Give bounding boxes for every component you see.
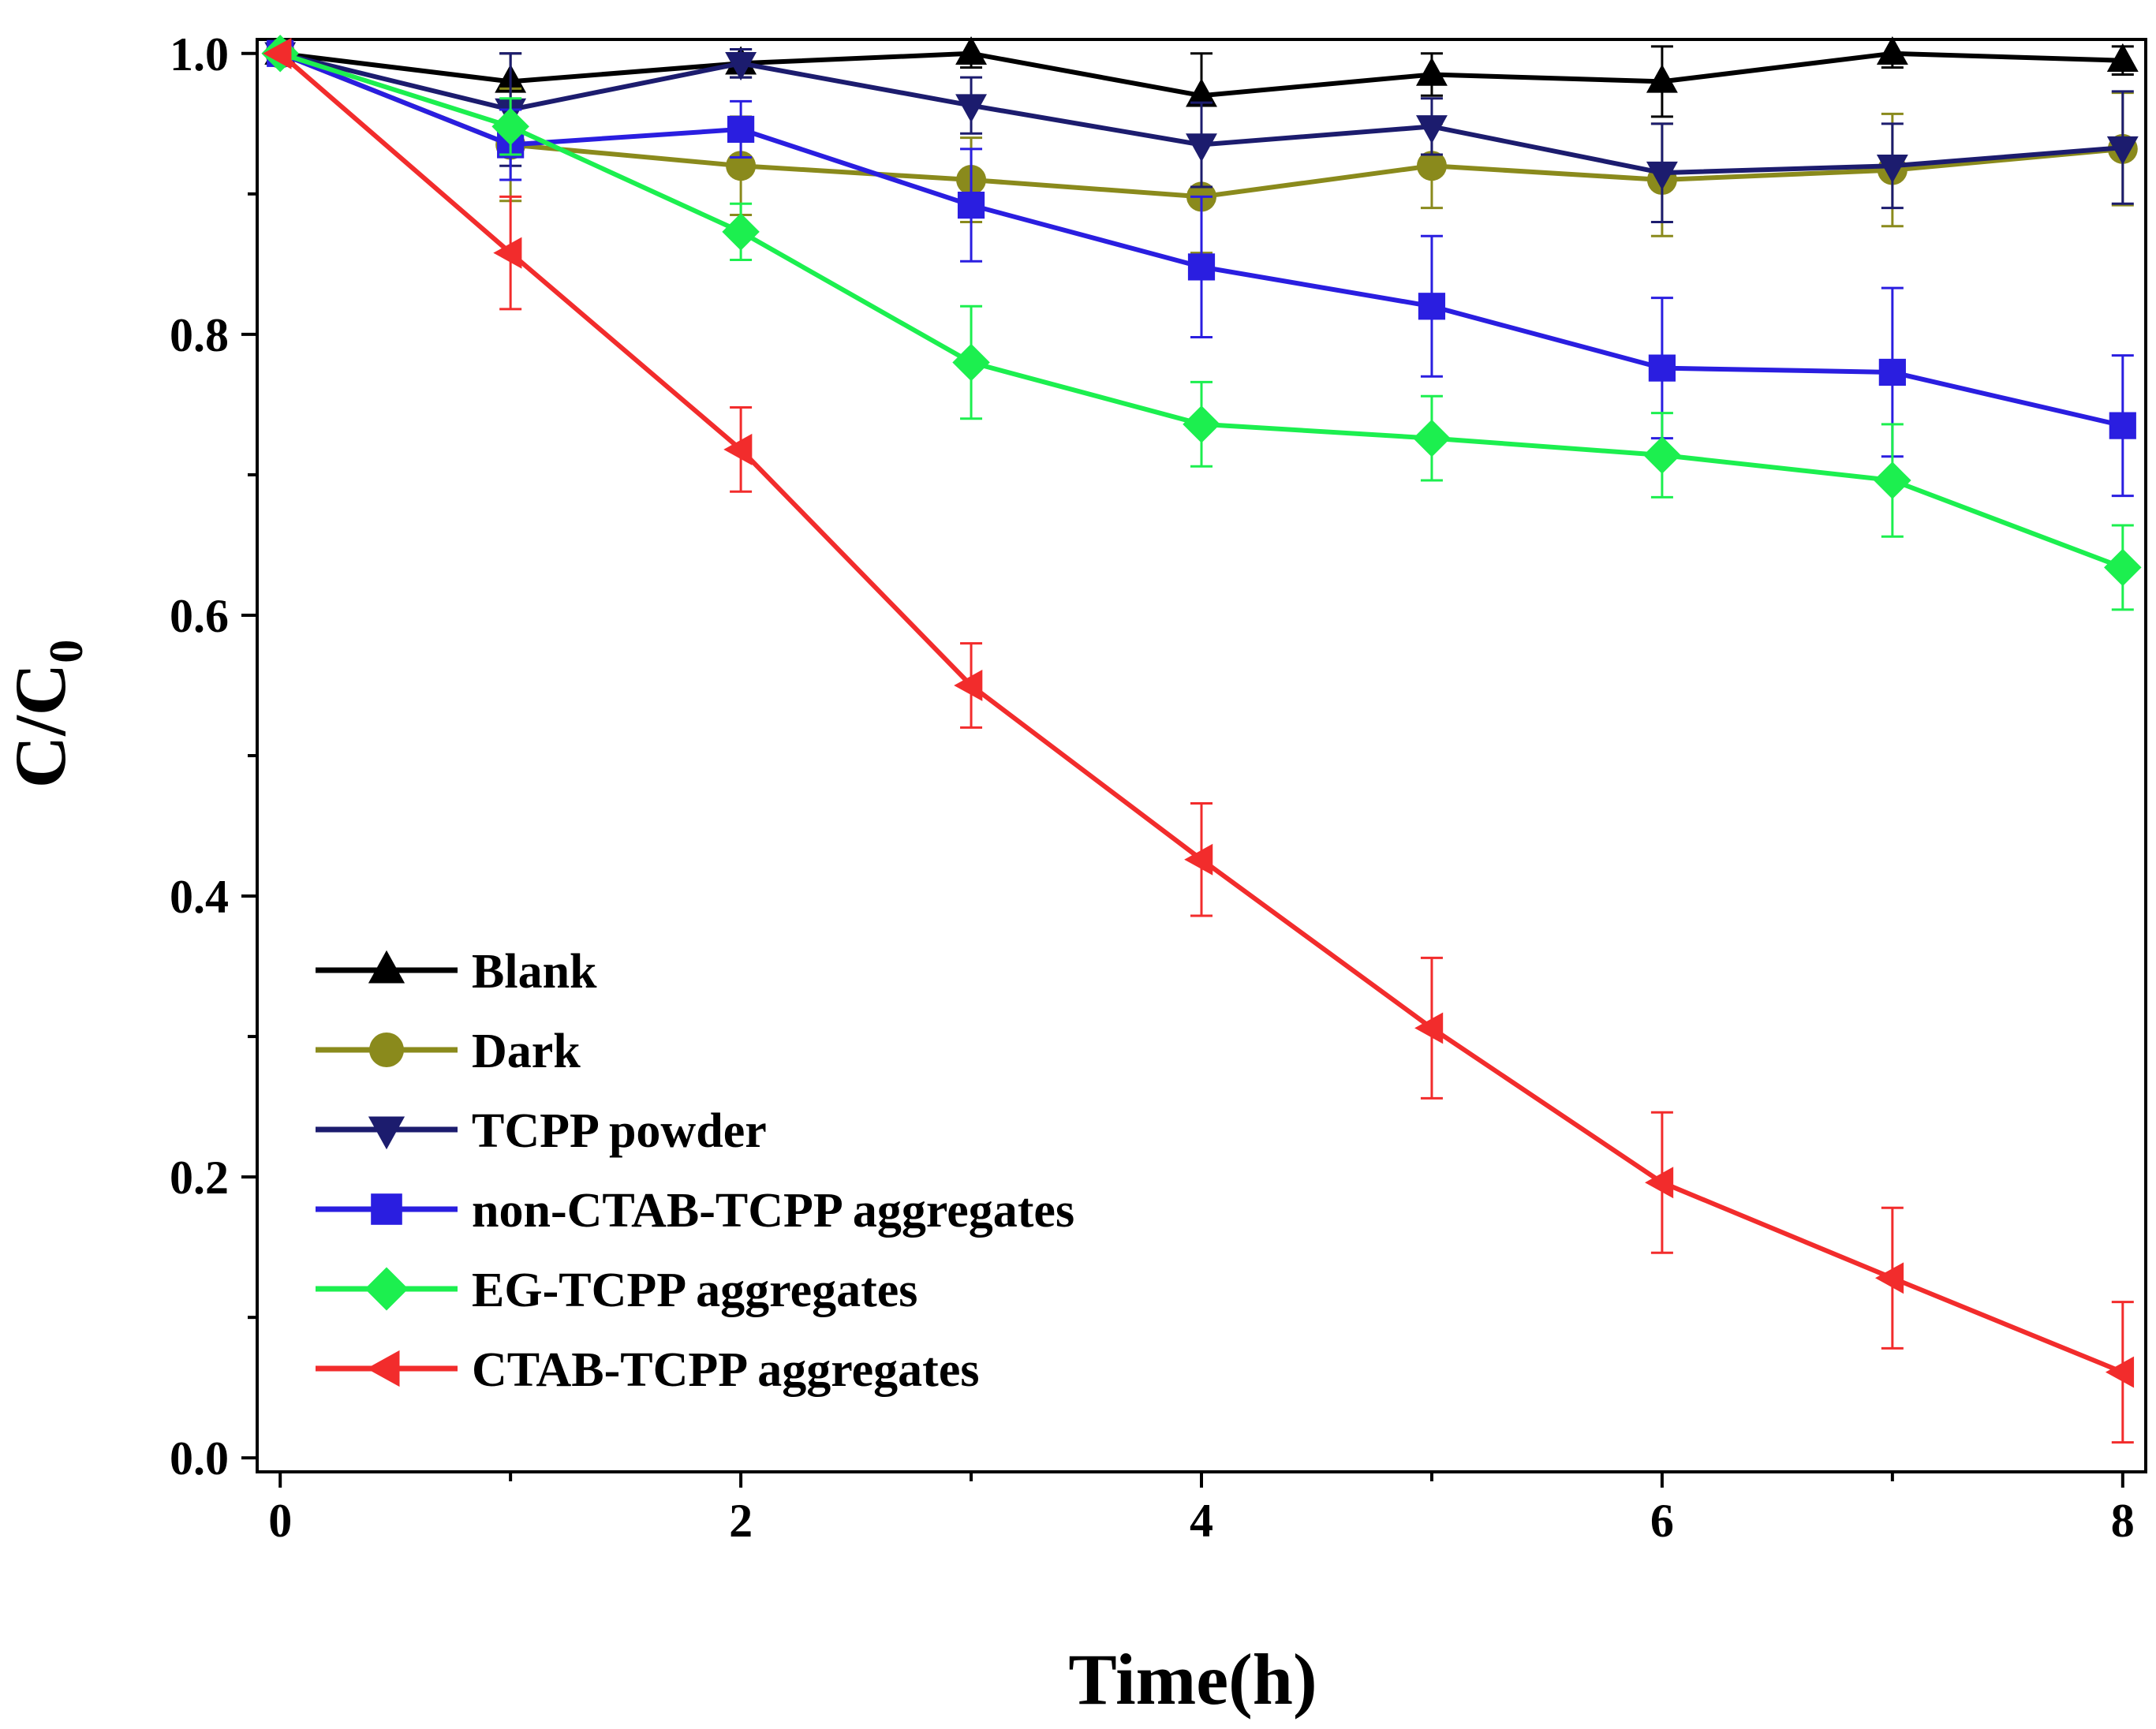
data-point: [1878, 358, 1906, 387]
data-point: [2105, 1356, 2135, 1388]
data-point: [1183, 405, 1220, 443]
data-point: [491, 107, 529, 146]
data-point: [493, 237, 522, 269]
y-tick-label: 0.8: [170, 309, 229, 361]
data-point: [1648, 354, 1676, 382]
data-point: [1413, 419, 1451, 457]
data-point: [952, 343, 990, 382]
series-ctab-tcpp-aggregates: [263, 37, 2135, 1444]
data-point: [1187, 253, 1216, 281]
legend-marker: [364, 1267, 409, 1311]
legend-item: TCPP powder: [316, 1104, 767, 1158]
data-point: [954, 670, 983, 701]
data-point: [723, 433, 753, 465]
data-point: [1414, 1012, 1444, 1044]
data-point: [1416, 115, 1448, 144]
legend-marker: [371, 1193, 402, 1225]
data-point: [1645, 1167, 1674, 1199]
data-point: [955, 35, 987, 65]
x-axis-title: Time(h): [1068, 1639, 1317, 1720]
legend-marker: [366, 1350, 400, 1387]
data-point: [1874, 461, 1911, 499]
legend-label: non-CTAB-TCPP aggregates: [472, 1184, 1074, 1238]
x-tick-label: 8: [2111, 1495, 2135, 1547]
data-point: [263, 37, 292, 69]
series-eg-tcpp-aggregates: [261, 35, 2142, 611]
legend-item: EG-TCPP aggregates: [316, 1264, 917, 1317]
data-point: [957, 191, 985, 219]
x-tick-label: 0: [268, 1495, 292, 1547]
data-point: [955, 94, 987, 123]
x-tick-label: 4: [1190, 1495, 1213, 1547]
data-point: [727, 115, 755, 144]
data-point: [1876, 35, 1908, 65]
legend-item: Blank: [316, 945, 597, 999]
data-point: [1186, 133, 1217, 162]
legend-item: CTAB-TCPP aggregates: [316, 1343, 979, 1397]
data-point: [1416, 57, 1448, 86]
data-point: [725, 52, 757, 81]
legend-marker: [368, 1116, 405, 1150]
series-tcpp-powder: [264, 42, 2139, 223]
series-non-ctab-tcpp-aggregates: [267, 39, 2136, 498]
legend-marker: [369, 1033, 404, 1067]
data-point: [1646, 161, 1678, 190]
legend-item: non-CTAB-TCPP aggregates: [316, 1184, 1074, 1238]
legend-label: Dark: [472, 1025, 581, 1078]
data-point: [2104, 548, 2142, 587]
y-axis-title: C/C0: [0, 640, 92, 788]
data-point: [1876, 154, 1908, 184]
y-tick-label: 0.6: [170, 590, 229, 642]
data-point: [722, 213, 760, 251]
y-tick-label: 0.2: [170, 1152, 229, 1204]
data-point: [1646, 64, 1678, 93]
legend-label: TCPP powder: [472, 1104, 767, 1158]
legend-label: Blank: [472, 945, 597, 999]
data-point: [1643, 436, 1681, 474]
data-point: [2106, 43, 2139, 72]
y-tick-label: 1.0: [170, 28, 229, 80]
legend-label: EG-TCPP aggregates: [472, 1264, 917, 1317]
x-tick-label: 6: [1650, 1495, 1674, 1547]
y-tick-label: 0.4: [170, 871, 229, 923]
data-point: [2106, 136, 2139, 165]
legend-marker: [368, 950, 405, 984]
x-tick-label: 2: [729, 1495, 753, 1547]
data-point: [1184, 843, 1213, 876]
y-axis-title-sub: 0: [40, 640, 92, 663]
data-point: [2109, 412, 2136, 439]
svg-text:C/C0: C/C0: [0, 640, 92, 788]
y-axis-title-main: C/C: [0, 663, 80, 788]
data-point: [1875, 1262, 1904, 1294]
y-tick-label: 0.0: [170, 1432, 229, 1484]
data-point: [1418, 293, 1446, 320]
legend-label: CTAB-TCPP aggregates: [472, 1343, 979, 1397]
data-point: [1186, 78, 1217, 107]
data-point: [1416, 151, 1447, 181]
legend-item: Dark: [316, 1025, 581, 1078]
